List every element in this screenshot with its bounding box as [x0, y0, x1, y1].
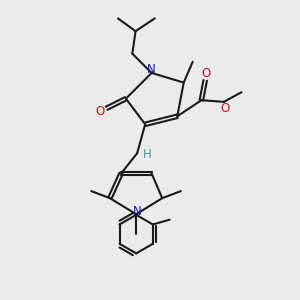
Text: N: N: [133, 205, 141, 218]
Text: O: O: [96, 105, 105, 118]
Text: H: H: [143, 148, 152, 161]
Text: O: O: [221, 102, 230, 116]
Text: O: O: [202, 67, 211, 80]
Text: N: N: [147, 63, 155, 76]
